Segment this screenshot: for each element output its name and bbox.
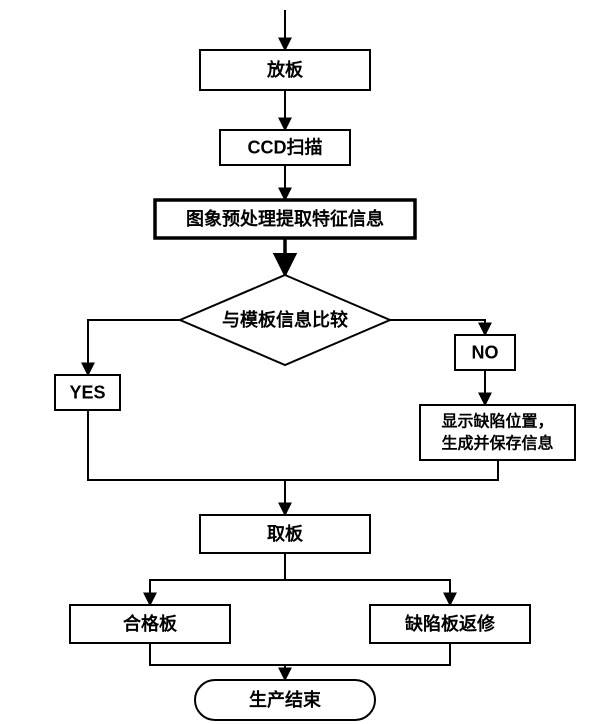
node-n10: 缺陷板返修 [370,605,530,643]
label-n8: 取板 [267,523,304,544]
node-n8: 取板 [200,515,370,553]
label-n1: 放板 [266,59,304,80]
edge [150,553,285,605]
node-n9: 合格板 [70,605,230,643]
label-n7: YES [69,382,105,402]
label-n2: CCD扫描 [248,136,323,157]
node-n6: 显示缺陷位置， 生成并保存信息 [420,405,575,460]
node-n1: 放板 [200,50,370,90]
node-n3: 图象预处理提取特征信息 [155,200,415,238]
node-n5: NO [455,335,515,370]
node-n11: 生产结束 [195,680,375,720]
label-n4: 与模板信息比较 [222,309,348,330]
node-n7: YES [55,375,120,410]
edge [390,320,485,335]
label-n5: NO [472,342,499,362]
node-n4: 与模板信息比较 [180,275,390,365]
edge [88,320,180,375]
label1-n6: 显示缺陷位置， [441,412,553,431]
edge [285,643,450,665]
label-n11: 生产结束 [249,689,322,710]
edge [285,580,450,605]
label-n3: 图象预处理提取特征信息 [186,208,384,229]
label-n10: 缺陷板返修 [404,613,496,634]
label-n9: 合格板 [123,613,178,634]
label2-n6: 生成并保存信息 [441,434,553,453]
node-n2: CCD扫描 [220,130,350,165]
edge [150,643,285,680]
